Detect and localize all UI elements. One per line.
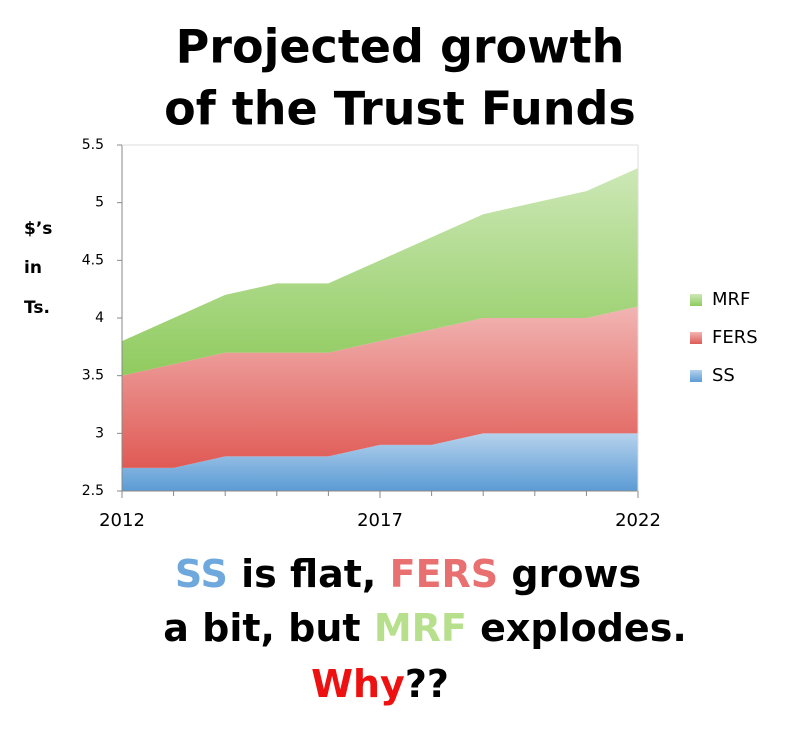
x-tick-label: 2022 [615, 510, 661, 531]
y-tick-label: 3 [95, 425, 104, 441]
caption-segment: grows [498, 552, 641, 596]
legend-label: MRF [712, 289, 750, 310]
x-tick-label: 2017 [357, 510, 403, 531]
caption: Why?? [311, 662, 449, 706]
legend-label: FERS [712, 327, 758, 348]
y-tick-label: 2.5 [82, 483, 104, 499]
caption: SS is flat, FERS grows [175, 552, 641, 596]
area [122, 306, 638, 468]
caption-segment: FERS [390, 552, 499, 596]
caption-segment: Why [311, 662, 405, 706]
caption-segment: explodes. [467, 606, 687, 650]
y-tick-label: 4 [95, 310, 104, 326]
caption-segment: ?? [405, 662, 449, 706]
legend-swatch [690, 294, 702, 306]
y-tick-label: 5.5 [82, 137, 104, 153]
legend-swatch [690, 370, 702, 382]
caption-segment: is flat, [228, 552, 390, 596]
x-tick-label: 2012 [99, 510, 145, 531]
caption: a bit, but MRF explodes. [163, 606, 687, 650]
area [122, 168, 638, 376]
y-axis-label: Ts. [24, 298, 50, 318]
y-tick-label: 3.5 [82, 368, 104, 384]
chart-title: of the Trust Funds [164, 82, 636, 136]
caption-segment: a bit, but [163, 606, 374, 650]
y-tick-label: 5 [95, 195, 104, 211]
chart-title: Projected growth [176, 20, 625, 74]
caption-segment: SS [175, 552, 228, 596]
y-tick-label: 4.5 [82, 252, 104, 268]
y-axis-label: in [24, 258, 42, 278]
area [122, 433, 638, 491]
y-axis-label: $’s [24, 219, 52, 239]
legend-swatch [690, 332, 702, 344]
caption-segment: MRF [374, 606, 467, 650]
legend-label: SS [712, 365, 735, 386]
